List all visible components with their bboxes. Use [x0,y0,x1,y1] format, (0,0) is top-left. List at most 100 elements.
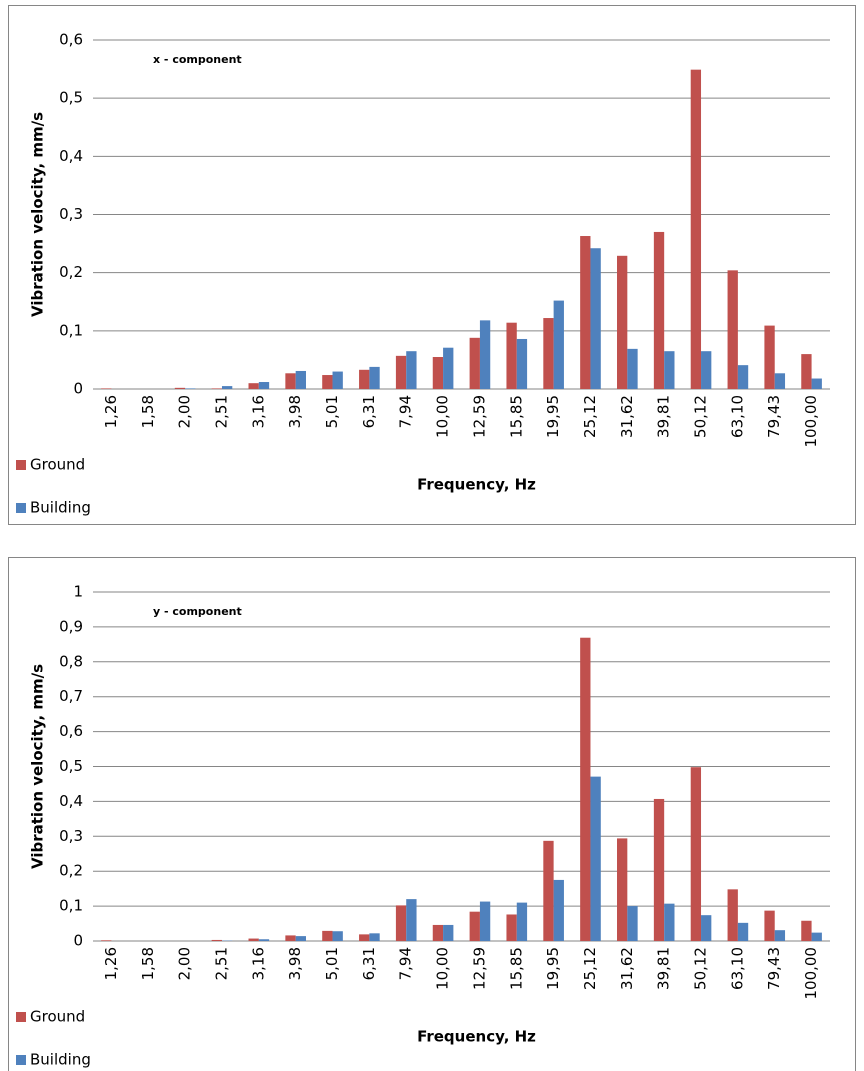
bar [101,940,112,941]
y-tick-label: 0,5 [59,757,83,775]
chart: 0 0,1 0,2 0,3 0,4 0,5 0,6 0,7 0,8 0,9 1 y - compone… [8,557,856,1071]
bar [590,248,601,389]
x-tick-label: 63,10 [728,947,746,990]
bar [653,231,665,389]
x-tick-label: 79,43 [765,947,783,990]
bar [543,840,554,941]
chart-frame [8,557,856,1071]
x-tick-label: 2,00 [176,947,194,980]
y-tick-label: 1 [73,583,83,601]
x-tick-label: 79,43 [765,395,783,438]
bar [285,935,296,941]
bar [690,767,702,941]
bar [664,351,675,389]
y-tick-label: 0,3 [59,205,83,223]
x-tick-label: 100,00 [802,947,820,1000]
bar [617,838,628,941]
bar [553,879,564,941]
bar [248,383,259,389]
bar [432,357,444,389]
bar [801,920,812,941]
bar [258,939,270,941]
x-axis-title: Frequency, Hz [417,476,536,494]
bar [516,338,528,389]
bar [811,378,822,389]
bar [406,899,417,941]
bar [516,902,528,941]
y-tick-label: 0,4 [59,792,83,810]
bar [506,322,517,389]
y-tick-label: 0,8 [59,652,83,670]
bar [764,325,775,389]
bar [185,388,196,389]
bar [359,369,370,389]
bar [395,355,407,389]
bar [332,931,343,941]
bar [295,370,306,389]
y-tick-label: 0,1 [59,321,83,339]
x-tick-label: 10,00 [434,947,452,990]
bar [627,348,638,389]
bar [479,320,491,389]
x-tick-label: 3,16 [249,395,267,428]
annotation: y - component [153,605,242,618]
y-axis-title: Vibration velocity, mm/s [29,664,47,869]
x-tick-label: 2,51 [212,947,230,980]
bar [701,351,712,389]
bar [406,351,417,389]
bar [469,337,480,389]
bar [443,347,454,389]
bar [701,915,712,941]
x-tick-label: 7,94 [397,395,415,428]
x-tick-label: 2,00 [176,395,194,428]
x-tick-label: 1,58 [139,395,157,428]
legend-label: Ground [30,456,85,474]
x-axis-title: Frequency, Hz [417,1028,536,1046]
bar [664,903,675,941]
x-tick-label: 50,12 [692,947,710,990]
x-tick-label: 3,98 [286,395,304,428]
chart-frame [8,5,856,525]
legend-swatch [16,1055,26,1065]
bar [617,255,628,389]
bar [774,930,786,941]
bar [332,371,343,389]
bar [432,924,444,941]
bar [580,637,591,941]
x-tick-label: 6,31 [360,947,378,980]
y-axis-title: Vibration velocity, mm/s [29,112,47,317]
x-tick-label: 6,31 [360,395,378,428]
x-tick-label: 63,10 [728,395,746,438]
y-tick-label: 0,7 [59,687,83,705]
y-tick-label: 0,2 [59,862,83,880]
bar [322,375,333,389]
bar [359,934,370,941]
bar [174,387,186,389]
y-tick-label: 0,6 [59,722,83,740]
x-tick-label: 1,26 [102,947,120,980]
y-tick-label: 0,3 [59,827,83,845]
x-tick-label: 25,12 [581,395,599,438]
bar [627,906,638,941]
bar [811,932,822,941]
bar [395,905,407,941]
x-tick-label: 5,01 [323,395,341,428]
x-tick-label: 3,16 [249,947,267,980]
legend-swatch [16,1012,26,1022]
x-tick-label: 39,81 [655,947,673,990]
bar [285,373,296,389]
y-tick-label: 0,2 [59,263,83,281]
bar [553,300,564,389]
legend-swatch [16,460,26,470]
annotation: x - component [153,53,242,66]
x-tick-label: 100,00 [802,395,820,448]
x-tick-label: 10,00 [434,395,452,438]
y-tick-label: 0 [73,932,83,950]
legend-label: Ground [30,1008,85,1026]
bar [469,911,480,941]
bar [737,365,749,389]
y-tick-label: 0,6 [59,31,83,49]
bar [506,914,517,941]
bar [248,938,259,941]
